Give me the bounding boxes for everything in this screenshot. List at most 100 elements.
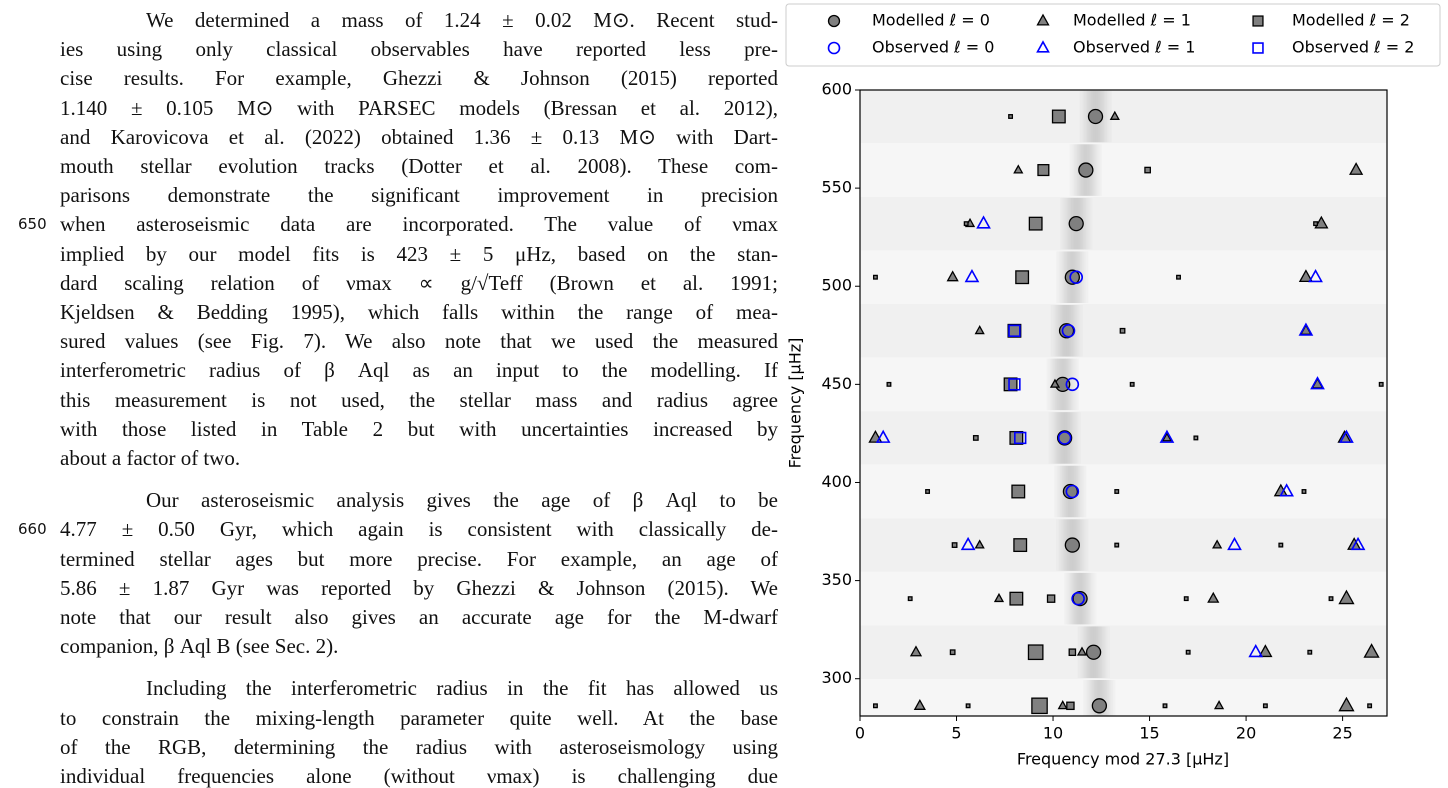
text-line: with those listed in Table 2 but with un… xyxy=(60,416,778,441)
data-point xyxy=(1087,108,1104,125)
y-tick-label: 500 xyxy=(821,276,852,295)
data-point xyxy=(1350,536,1366,551)
text-line: this measurement is not used, the stella… xyxy=(60,387,778,412)
data-point xyxy=(1064,269,1080,285)
text-line: companion, β Aql B (see Sec. 2). xyxy=(60,634,339,659)
data-point xyxy=(1114,542,1120,548)
data-point xyxy=(965,703,971,709)
data-point xyxy=(913,698,926,710)
legend-marker xyxy=(1036,40,1050,53)
data-point xyxy=(946,270,959,282)
data-point xyxy=(949,649,956,656)
y-tick-label: 600 xyxy=(821,80,852,99)
text-line: Kjeldsen & Bedding 1995), which falls wi… xyxy=(60,300,778,324)
data-point xyxy=(1162,703,1168,709)
data-point xyxy=(1349,162,1364,175)
data-point xyxy=(1298,322,1314,336)
legend-label: Modelled ℓ = 1 xyxy=(1073,11,1191,30)
y-tick-label: 350 xyxy=(821,570,852,589)
data-point xyxy=(1061,323,1076,338)
data-point xyxy=(1301,489,1307,494)
text-line: 5.86 ± 1.87 Gyr was reported by Ghezzi &… xyxy=(60,575,778,600)
line-number: 660 xyxy=(18,520,47,539)
data-point xyxy=(1328,596,1334,602)
data-point xyxy=(1310,376,1325,390)
data-point xyxy=(1057,431,1072,445)
y-tick-label: 450 xyxy=(821,374,852,393)
data-point xyxy=(1161,432,1173,442)
data-point xyxy=(1091,698,1108,714)
data-point xyxy=(1015,270,1030,285)
legend-marker xyxy=(1252,42,1264,54)
data-point xyxy=(1298,269,1314,283)
text-line: about a factor of two. xyxy=(60,446,241,470)
text-line: and Karovicova et al. (2022) obtained 1.… xyxy=(60,124,778,149)
data-point xyxy=(1008,378,1021,391)
text-line: cise results. For example, Ghezzi & John… xyxy=(60,66,778,91)
data-point xyxy=(1207,591,1220,603)
data-point xyxy=(1367,703,1373,709)
data-point xyxy=(886,381,892,387)
data-point xyxy=(1065,377,1080,392)
legend-marker xyxy=(1036,13,1050,26)
text-line: 4.77 ± 0.50 Gyr, which again is consiste… xyxy=(60,517,778,542)
text-line: 1.140 ± 0.105 M⊙ with PARSEC models (Bre… xyxy=(60,95,778,120)
data-point xyxy=(1027,644,1044,661)
text-line: parisons demonstrate the significant imp… xyxy=(60,183,778,208)
strip xyxy=(860,571,1387,626)
data-point xyxy=(1338,696,1355,712)
data-point xyxy=(1064,537,1080,553)
x-tick-label: 20 xyxy=(1236,724,1256,743)
text-line: to constrain the mixing-length parameter… xyxy=(60,705,778,730)
legend-marker xyxy=(1252,15,1264,27)
data-point xyxy=(1258,644,1273,658)
paper-text: We determined a mass of 1.24 ± 0.02 M⊙. … xyxy=(18,8,778,788)
legend-label: Observed ℓ = 0 xyxy=(872,38,994,57)
text-line: We determined a mass of 1.24 ± 0.02 M⊙. … xyxy=(146,8,778,32)
legend-marker xyxy=(827,14,841,28)
text-line: ies using only classical observables hav… xyxy=(60,37,778,62)
legend-marker xyxy=(827,41,841,55)
x-tick-label: 0 xyxy=(855,724,865,743)
strip xyxy=(860,143,1387,197)
data-point xyxy=(1144,166,1151,174)
text-line: note that our result also gives an accur… xyxy=(60,605,778,629)
data-point xyxy=(1009,430,1024,445)
data-point xyxy=(1049,378,1061,388)
data-point xyxy=(872,274,878,280)
data-point xyxy=(1046,594,1056,603)
background xyxy=(860,90,1387,716)
data-point xyxy=(1068,648,1077,657)
data-point xyxy=(1085,644,1102,660)
data-point xyxy=(1185,649,1191,655)
strip xyxy=(860,464,1387,519)
data-point xyxy=(872,703,878,709)
data-point xyxy=(1308,268,1323,283)
legend-label: Modelled ℓ = 0 xyxy=(872,11,990,30)
data-point xyxy=(1057,700,1068,710)
data-point xyxy=(1212,539,1223,549)
line-number: 650 xyxy=(18,215,47,234)
data-point xyxy=(1248,643,1264,658)
data-point xyxy=(1013,164,1024,174)
data-point xyxy=(1213,700,1225,710)
data-point xyxy=(1076,646,1088,656)
data-point xyxy=(1003,377,1018,392)
data-point xyxy=(1227,536,1242,551)
text-line: of the RGB, determining the radius with … xyxy=(60,734,778,759)
legend-box xyxy=(785,3,1441,67)
data-point xyxy=(875,429,891,443)
data-point xyxy=(964,268,980,283)
text-line: mouth stellar evolution tracks (Dotter e… xyxy=(60,154,778,178)
data-point xyxy=(1339,429,1354,443)
data-point xyxy=(1013,538,1028,553)
data-point xyxy=(1071,591,1085,606)
text-line: sured values (see Fig. 7). We also note … xyxy=(60,329,778,354)
data-point xyxy=(976,215,991,229)
data-point xyxy=(909,645,923,657)
x-tick-label: 15 xyxy=(1139,724,1159,743)
data-point xyxy=(972,435,979,441)
data-point xyxy=(1051,109,1066,124)
